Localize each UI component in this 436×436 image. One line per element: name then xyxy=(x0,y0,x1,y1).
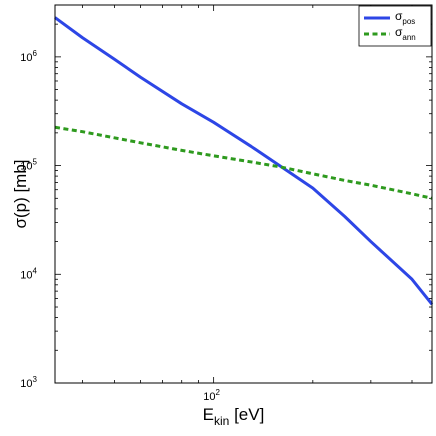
y-tick-label: 106 xyxy=(20,49,37,64)
series-line-pos xyxy=(54,16,434,306)
x-axis-title-main: E xyxy=(203,405,214,424)
x-tick-label: 102 xyxy=(203,388,220,403)
x-axis-title: Ekin [eV] xyxy=(203,405,265,428)
legend-label-pos: σpos xyxy=(395,9,415,26)
legend-label-ann: σann xyxy=(395,25,416,42)
y-tick-label: 104 xyxy=(20,266,37,281)
plot-frame xyxy=(54,4,433,384)
series-layer xyxy=(54,16,434,306)
legend-subscript-pos: pos xyxy=(402,17,415,26)
y-tick-label: 103 xyxy=(20,375,37,390)
x-axis-title-unit: [eV] xyxy=(229,405,264,424)
x-axis-title-sub: kin xyxy=(214,414,229,428)
series-line-ann xyxy=(54,125,433,200)
y-axis-title: σ(p) [mb] xyxy=(11,159,30,228)
legend-symbol-ann: σ xyxy=(395,25,403,39)
legend-box xyxy=(358,5,432,47)
legend: σpos σann xyxy=(358,5,432,47)
legend-symbol-pos: σ xyxy=(395,9,403,23)
y-tick-label: 105 xyxy=(20,158,37,173)
legend-subscript-ann: ann xyxy=(402,33,415,42)
ticks-layer: 103 104 105 106 102 xyxy=(20,4,432,403)
